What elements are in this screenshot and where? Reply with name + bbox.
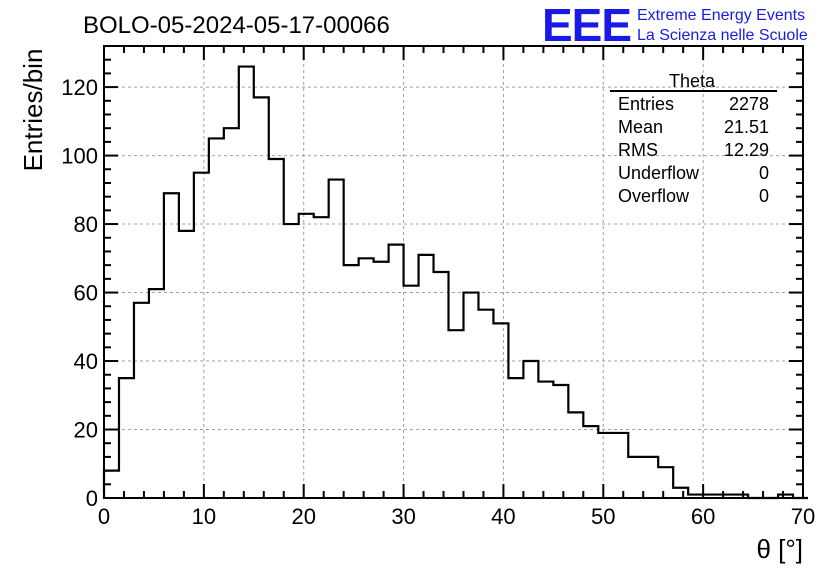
x-tick-label: 40: [491, 504, 515, 529]
x-tick-label: 60: [691, 504, 715, 529]
x-tick-label: 70: [791, 504, 815, 529]
histogram-bin: [269, 159, 284, 498]
histogram-bin: [344, 265, 359, 498]
histogram-bin: [239, 67, 254, 498]
stats-label-mean: Mean: [618, 117, 663, 137]
histogram-bin: [583, 426, 598, 498]
plot-frame: [103, 45, 804, 499]
histogram-bin: [419, 255, 434, 498]
histogram-bin: [329, 180, 344, 498]
stats-value-underflow: 0: [759, 163, 769, 183]
y-tick-label: 120: [61, 75, 98, 100]
histogram-outline: [102, 65, 808, 500]
histogram-bin: [538, 382, 553, 498]
stats-label-rms: RMS: [618, 140, 658, 160]
histogram-bin: [478, 310, 493, 498]
histogram-bin: [493, 323, 508, 498]
stats-value-mean: 21.51: [724, 117, 769, 137]
stats-value-rms: 12.29: [724, 140, 769, 160]
logo-text: EEE: [542, 0, 631, 51]
y-tick-label: 40: [74, 349, 98, 374]
y-tick-label: 60: [74, 281, 98, 306]
histogram-bin: [523, 361, 538, 498]
histogram-bin: [404, 286, 419, 498]
chart-title: BOLO-05-2024-05-17-00066: [83, 12, 390, 39]
stats-value-overflow: 0: [759, 186, 769, 206]
stats-box: Theta Entries 2278 Mean 21.51 RMS 12.29 …: [610, 71, 777, 206]
histogram-bin: [209, 138, 224, 498]
histogram-bin: [284, 224, 299, 498]
histogram-bin: [568, 412, 583, 498]
histogram-bin: [434, 272, 449, 498]
histogram-bin: [224, 128, 239, 498]
histogram-bin: [643, 457, 658, 498]
histogram-bin: [508, 378, 523, 498]
x-tick-label: 10: [192, 504, 216, 529]
histogram-bin: [449, 330, 464, 498]
axis-ticks: [103, 45, 804, 499]
histogram-bin: [194, 173, 209, 498]
grid: [104, 46, 803, 498]
histogram-bin: [658, 467, 673, 498]
x-tick-label: 20: [291, 504, 315, 529]
y-axis-label: Entries/bin: [18, 49, 48, 172]
histogram-bin: [359, 258, 374, 498]
histogram-bin: [628, 457, 643, 498]
stats-title: Theta: [669, 71, 716, 91]
stats-value-entries: 2278: [729, 94, 769, 114]
histogram-bin: [673, 488, 688, 498]
histogram-bin: [463, 293, 478, 498]
histogram-bin: [119, 378, 134, 498]
stats-label-overflow: Overflow: [618, 186, 690, 206]
eee-logo: EEE Extreme Energy Events La Scienza nel…: [542, 0, 808, 51]
histogram-bin: [374, 262, 389, 498]
histogram-bin: [164, 193, 179, 498]
y-tick-label: 0: [86, 486, 98, 511]
y-tick-label: 100: [61, 144, 98, 169]
histogram-bin: [149, 289, 164, 498]
histogram-bin: [553, 385, 568, 498]
histogram-bars: [102, 65, 808, 500]
histogram-bin: [314, 217, 329, 498]
logo-line-1: Extreme Energy Events: [637, 7, 805, 24]
stats-label-entries: Entries: [618, 94, 674, 114]
stats-label-underflow: Underflow: [618, 163, 700, 183]
histogram-bin: [299, 214, 314, 498]
y-tick-label: 80: [74, 212, 98, 237]
x-tick-label: 0: [98, 504, 110, 529]
histogram-bin: [254, 97, 269, 498]
histogram-bin: [613, 433, 628, 498]
x-tick-label: 50: [591, 504, 615, 529]
histogram-bin: [134, 303, 149, 498]
logo-line-2: La Scienza nelle Scuole: [637, 27, 808, 44]
histogram-bin: [389, 245, 404, 498]
tick-labels: 0 10 20 30 40 50 60 70 0 20 40 60 80 100 120: [61, 75, 815, 529]
y-tick-label: 20: [74, 418, 98, 443]
x-axis-label: θ [°]: [756, 534, 803, 564]
histogram-bin: [598, 433, 613, 498]
histogram-bin: [179, 231, 194, 498]
x-tick-label: 30: [391, 504, 415, 529]
